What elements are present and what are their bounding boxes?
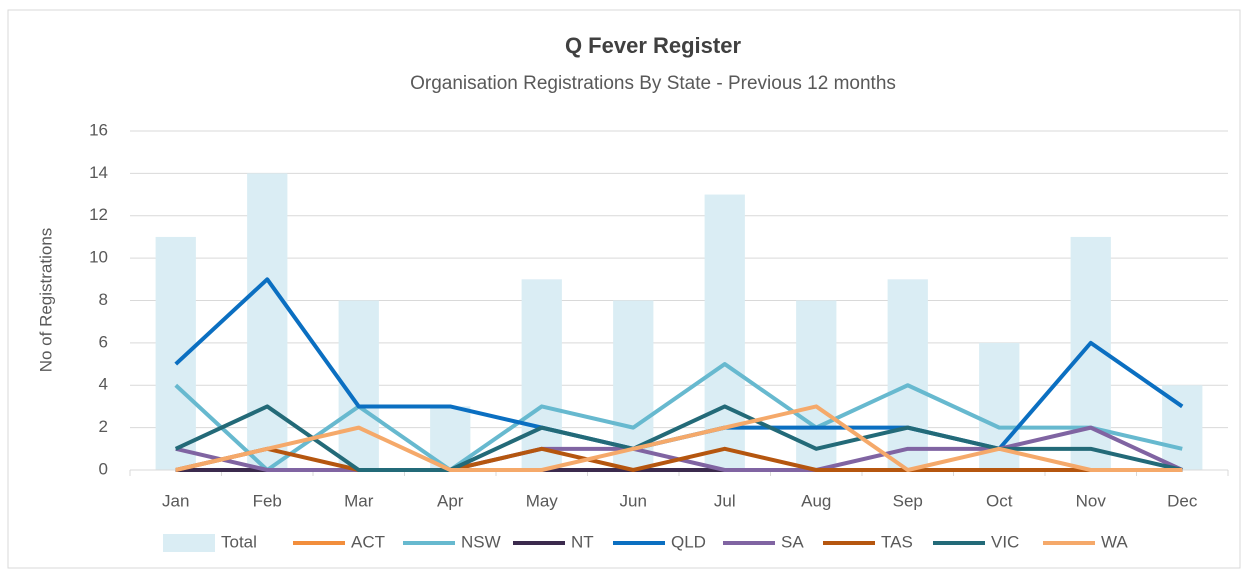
line (175, 404, 1183, 472)
y-tick-label: 0 (99, 459, 108, 478)
y-tick-label: 10 (89, 248, 108, 267)
legend-label: VIC (991, 532, 1019, 551)
bar (521, 279, 562, 470)
x-tick-label: Oct (986, 491, 1013, 510)
chart-subtitle: Organisation Registrations By State - Pr… (410, 73, 896, 94)
x-tick-label: Jul (714, 491, 736, 510)
y-axis-title: No of Registrations (36, 228, 55, 373)
chart-title: Q Fever Register (565, 33, 742, 58)
legend-label: QLD (671, 532, 706, 551)
x-tick-label: Nov (1076, 491, 1107, 510)
y-tick-label: 4 (99, 375, 108, 394)
x-tick-label: Jan (162, 491, 189, 510)
legend-label: NSW (461, 532, 501, 551)
x-tick-label: Apr (437, 491, 464, 510)
x-tick-label: Feb (253, 491, 282, 510)
y-tick-label: 2 (99, 417, 108, 436)
x-tick-label: Jun (620, 491, 647, 510)
y-tick-label: 12 (89, 205, 108, 224)
legend-label: Total (221, 532, 257, 551)
x-tick-label: Sep (893, 491, 923, 510)
legend-label: TAS (881, 532, 913, 551)
legend-label: SA (781, 532, 804, 551)
line (174, 362, 1183, 472)
y-tick-label: 8 (99, 290, 108, 309)
line (175, 446, 1183, 472)
x-tick-label: Mar (344, 491, 374, 510)
bar (887, 279, 928, 470)
legend-label: NT (571, 532, 594, 551)
chart-border (7, 9, 1241, 569)
legend-swatch (163, 534, 215, 552)
y-tick-label: 6 (99, 332, 108, 351)
y-tick-label: 14 (89, 163, 108, 182)
x-tick-label: Dec (1167, 491, 1198, 510)
y-tick-label: 16 (89, 120, 108, 139)
legend-label: ACT (351, 532, 385, 551)
x-tick-label: May (526, 491, 559, 510)
legend-label: WA (1101, 532, 1128, 551)
bar (247, 173, 288, 470)
line (174, 404, 1183, 472)
x-tick-label: Aug (801, 491, 831, 510)
